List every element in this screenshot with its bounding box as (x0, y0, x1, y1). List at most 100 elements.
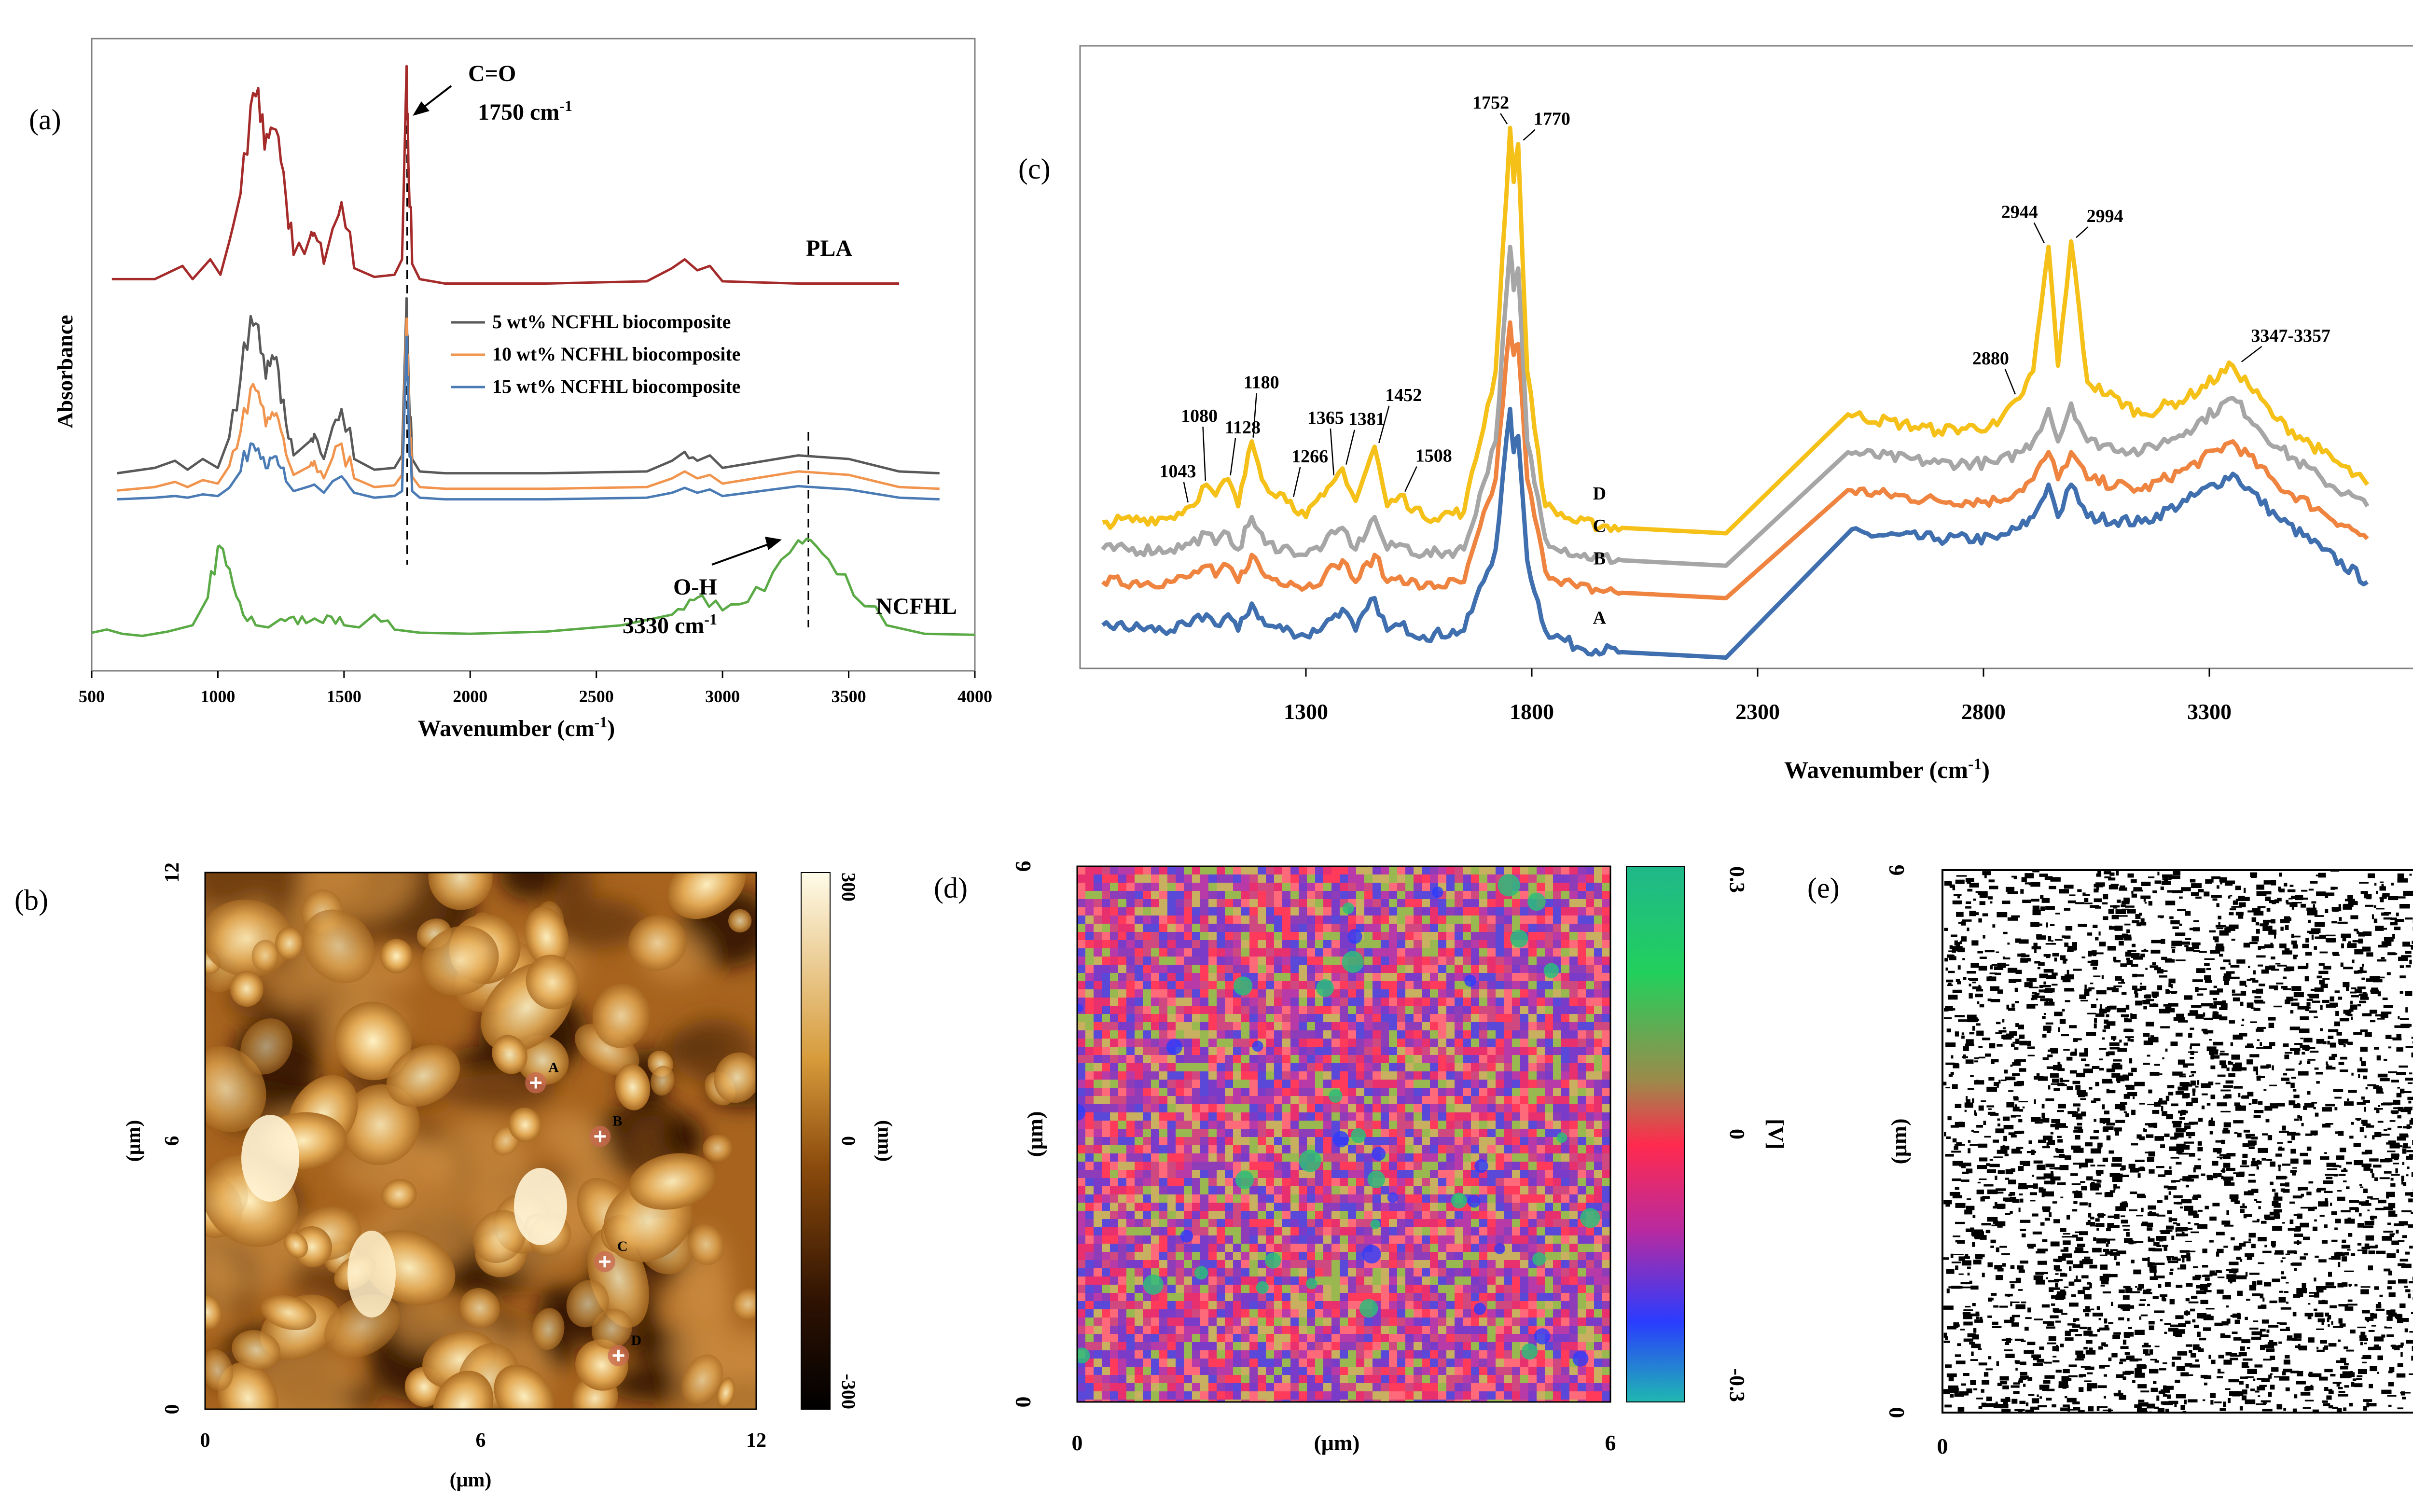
series-labels-c: DCB A (1593, 484, 1607, 628)
afm-colorbar-label: (nm) (874, 1120, 896, 1162)
x-tick-label-a: 4000 (957, 687, 992, 706)
series-a (92, 65, 975, 638)
afm-x-axis-label: (μm) (450, 1469, 492, 1491)
peak-leader (1523, 129, 1536, 141)
x-axis-a-ticks (91, 671, 976, 678)
panel-d: (d) 0.3 0 -0.3 [V] 0 6 (μm) 0 6 (μm) (934, 861, 1789, 1456)
peak-label: 1770 (1534, 109, 1570, 129)
kpfm-x-axis-label: (μm) (1314, 1430, 1359, 1455)
kpfm-x-tick-6: 6 (1605, 1430, 1616, 1455)
afm-point-label: C (617, 1238, 628, 1254)
x-tick-label-c: 1800 (1510, 699, 1554, 724)
series-ncfhl (92, 537, 975, 638)
peak-leader (2033, 222, 2045, 243)
peak-leader (1404, 466, 1417, 492)
annotation-oh-arrow (711, 542, 773, 566)
panel-label-c: (c) (1018, 153, 1051, 185)
series-pla (111, 65, 900, 285)
x-tick-label-a: 3000 (705, 687, 740, 706)
peak-label: 1266 (1291, 446, 1328, 467)
kpfm-colorbar-tick-bottom: -0.3 (1725, 1368, 1749, 1402)
peak-leader (1202, 427, 1206, 481)
kpfm-colorbar (1626, 866, 1685, 1402)
kpfm-colorbar-tick-top: 0.3 (1725, 866, 1749, 893)
x-tick-label-c: 1300 (1284, 699, 1328, 724)
series-label-c: C (1593, 516, 1606, 536)
kpfm-map-frame (1076, 865, 1611, 1403)
peak-leader (1292, 467, 1301, 498)
kpfm-colorbar-label: [V] (1764, 1119, 1789, 1150)
panel-label-e: (e) (1807, 872, 1840, 904)
binary-map-frame (1941, 869, 2413, 1414)
kpfm-colorbar-tick-mid: 0 (1725, 1129, 1749, 1139)
series-label-b: B (1594, 548, 1606, 569)
peak-leader (2241, 346, 2262, 362)
x-axis-c-tick-labels: 130018002300280033003800 (1284, 699, 2232, 724)
x-axis-a-tick-labels: 500 1000 1500 2000 2500 3000 3500 4000 (79, 687, 992, 706)
kpfm-y-tick-0: 0 (1011, 1397, 1035, 1408)
afm-colorbar-tick-bottom: -300 (838, 1374, 860, 1409)
series-c (1101, 244, 2370, 568)
peak-leader (1345, 430, 1356, 465)
peak-label: 1180 (1244, 373, 1279, 393)
series-15wt (117, 335, 940, 501)
afm-y-tick-0: 0 (161, 1404, 183, 1415)
series-label-d: D (1593, 484, 1606, 504)
x-tick-label-a: 500 (79, 687, 105, 706)
series-label-a: A (1593, 608, 1607, 628)
legend-a: 5 wt% NCFHL biocomposite 10 wt% NCFHL bi… (451, 311, 740, 397)
panel-label-b: (b) (14, 884, 48, 916)
curve-label-ncfhl: NCFHL (876, 594, 957, 619)
peak-leader (2076, 226, 2089, 238)
afm-point-label: A (548, 1060, 559, 1076)
peak-leader (1230, 438, 1236, 476)
peak-label: 1080 (1181, 406, 1218, 426)
x-axis-c-ticks (1305, 668, 2210, 677)
kpfm-x-tick-0: 0 (1072, 1430, 1083, 1455)
afm-y-tick-12: 12 (161, 862, 183, 883)
panel-a: (a) 500 1000 1500 2000 2500 3000 3500 4000 Wave… (29, 38, 992, 741)
plot-c-frame (1079, 45, 2413, 669)
x-tick-label-c: 2800 (1961, 699, 2006, 724)
afm-map-frame (204, 872, 757, 1410)
x-tick-label-c: 3300 (2187, 699, 2232, 724)
series-a (1101, 406, 2369, 660)
afm-x-tick-12: 12 (746, 1429, 766, 1452)
annotation-oh-arrowhead (765, 537, 782, 550)
peak-label: 1452 (1385, 385, 1422, 405)
peak-leader (1500, 113, 1508, 125)
afm-marked-points: A B C D (525, 1060, 641, 1366)
binary-y-axis-label: (μm) (1886, 1118, 1911, 1164)
panel-e: (e) 0 6 0 6 (μm) (1807, 865, 2413, 1458)
annotation-oh-value: 3330 cm-1 (623, 610, 717, 638)
peak-leader (1252, 393, 1257, 438)
x-tick-label-a: 2000 (453, 687, 487, 706)
annotation-co-arrowhead (413, 101, 430, 116)
peak-label: 1365 (1307, 408, 1344, 428)
plot-a-frame (91, 38, 976, 672)
x-axis-a-label: Wavenumber (cm-1) (418, 713, 615, 741)
peak-leader (1183, 482, 1189, 503)
series-5wt (116, 297, 940, 475)
panel-label-a: (a) (29, 104, 61, 136)
afm-point-label: B (612, 1113, 622, 1129)
peak-label: 3347-3357 (2251, 326, 2330, 346)
binary-x-tick-0: 0 (1937, 1434, 1948, 1458)
peak-label: 1043 (1159, 461, 1196, 482)
peak-leader (1330, 428, 1335, 476)
x-tick-label-c: 2300 (1735, 699, 1780, 724)
y-axis-a-label: Absorbance (53, 315, 77, 428)
kpfm-y-tick-6: 6 (1011, 861, 1035, 872)
x-tick-label-a: 1500 (327, 687, 361, 706)
afm-point-label: D (631, 1332, 642, 1348)
series-b (1101, 320, 2369, 600)
annotation-co-title: C=O (468, 61, 516, 86)
afm-colorbar-tick-top: 300 (838, 873, 860, 902)
series-d (1102, 125, 2370, 536)
x-tick-label-a: 3500 (832, 687, 866, 706)
curve-label-pla: PLA (806, 236, 852, 261)
afm-colorbar-tick-mid: 0 (838, 1136, 860, 1146)
annotation-oh-title: O-H (673, 574, 717, 600)
